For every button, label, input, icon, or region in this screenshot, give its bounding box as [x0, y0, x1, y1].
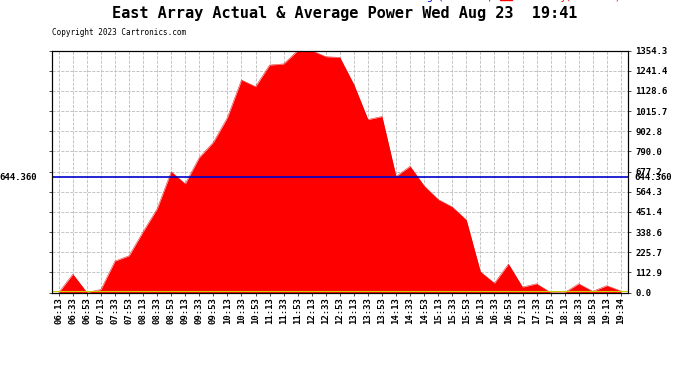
- Text: Copyright 2023 Cartronics.com: Copyright 2023 Cartronics.com: [52, 28, 186, 37]
- Text: East Array Actual & Average Power Wed Aug 23  19:41: East Array Actual & Average Power Wed Au…: [112, 6, 578, 21]
- Text: 644.360: 644.360: [0, 173, 37, 182]
- Legend: Average(DC Watts), East Array(DC Watts): Average(DC Watts), East Array(DC Watts): [380, 0, 623, 6]
- Text: 644.360: 644.360: [635, 173, 673, 182]
